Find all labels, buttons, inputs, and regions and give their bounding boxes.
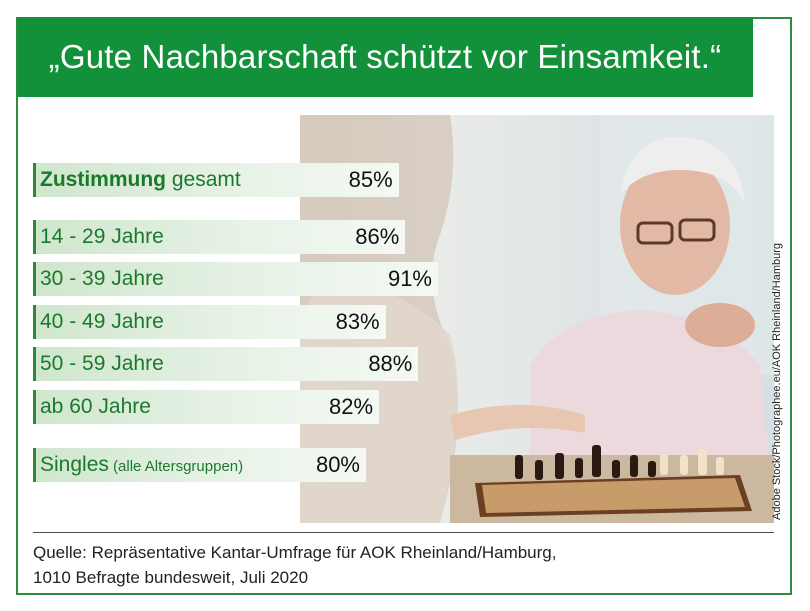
bar-40-49: 40 - 49 Jahre 83% — [33, 305, 386, 339]
source-note: Quelle: Repräsentative Kantar-Umfrage fü… — [33, 540, 733, 590]
bar-value-singles: 80% — [315, 452, 360, 477]
source-divider — [33, 532, 774, 533]
bar-label-total-rest: gesamt — [166, 168, 241, 191]
bar-30-39: 30 - 39 Jahre 91% — [33, 262, 438, 296]
bar-label-50-59: 50 - 59 Jahre — [40, 352, 164, 375]
bar-total: Zustimmung gesamt 85% — [33, 163, 399, 197]
photo-credit: Adobe Stock/Photographee.eu/AOK Rheinlan… — [771, 242, 783, 520]
source-line-2: 1010 Befragte bundesweit, Juli 2020 — [33, 568, 309, 587]
bar-label-singles: Singles (alle Altersgruppen) — [40, 453, 243, 477]
bar-value-30-39: 91% — [387, 266, 432, 291]
bar-50-59: 50 - 59 Jahre 88% — [33, 347, 419, 381]
bar-label-60-plus: ab 60 Jahre — [40, 395, 151, 418]
bar-60-plus: ab 60 Jahre 82% — [33, 390, 380, 424]
bar-label-singles-sub: (alle Altersgruppen) — [108, 458, 244, 475]
title: „Gute Nachbarschaft schützt vor Einsamke… — [48, 38, 722, 75]
bar-label-total: Zustimmung gesamt — [40, 168, 241, 192]
bar-singles: Singles (alle Altersgruppen) 80% — [33, 448, 366, 482]
bar-label-40-49: 40 - 49 Jahre — [40, 310, 164, 333]
title-banner: „Gute Nachbarschaft schützt vor Einsamke… — [17, 17, 753, 97]
source-line-1: Quelle: Repräsentative Kantar-Umfrage fü… — [33, 543, 557, 562]
bar-value-14-29: 86% — [355, 224, 400, 249]
bar-label-14-29: 14 - 29 Jahre — [40, 225, 164, 248]
bar-value-total: 85% — [348, 167, 393, 192]
bar-label-30-39: 30 - 39 Jahre — [40, 267, 164, 290]
bar-label-singles-main: Singles — [40, 453, 109, 476]
bar-value-50-59: 88% — [368, 351, 413, 376]
bar-value-60-plus: 82% — [329, 394, 374, 419]
bar-14-29: 14 - 29 Jahre 86% — [33, 220, 406, 254]
bar-label-total-bold: Zustimmung — [40, 168, 166, 191]
bar-value-40-49: 83% — [335, 309, 380, 334]
